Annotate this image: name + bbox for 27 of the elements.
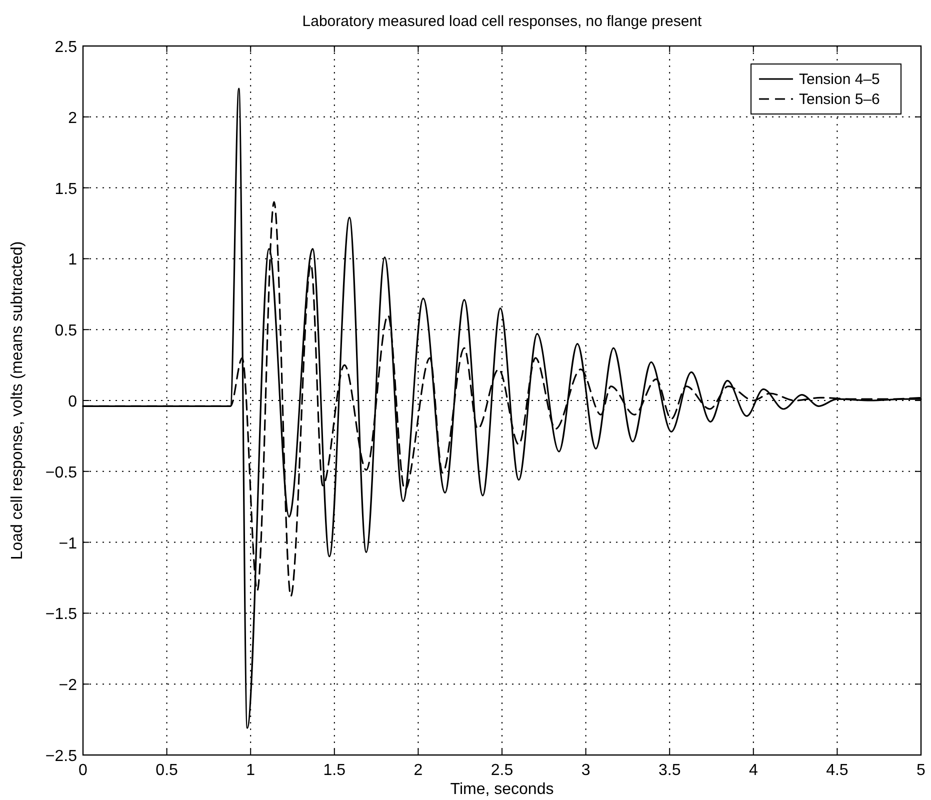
x-tick-label: 2: [414, 762, 423, 779]
y-tick-label: 1: [68, 252, 78, 269]
x-tick-label: 3: [581, 762, 590, 779]
x-tick-label: 3.5: [658, 762, 681, 779]
x-tick-label: 5: [916, 762, 926, 779]
y-tick-label: −0.5: [45, 464, 78, 482]
chart-title: Laboratory measured load cell responses, no flange present: [302, 13, 703, 30]
y-tick-label: 0.5: [54, 322, 78, 340]
x-tick-label: 1.5: [323, 762, 346, 779]
y-tick-label: 1.5: [54, 180, 78, 198]
legend-label: Tension 5–6: [799, 91, 880, 108]
y-tick-label: 2: [68, 110, 78, 127]
x-axis-title: Time, seconds: [450, 781, 554, 798]
x-tick-label: 0: [78, 762, 88, 779]
x-tick-label: 1: [246, 762, 256, 779]
y-tick-label: 2.5: [54, 39, 78, 56]
y-tick-label: −2: [58, 677, 78, 694]
x-tick-label: 0.5: [156, 762, 178, 779]
legend-label: Tension 4–5: [799, 71, 880, 88]
y-tick-label: −1: [58, 535, 78, 552]
y-tick-label: −2.5: [45, 748, 78, 765]
y-tick-label: 0: [68, 394, 78, 410]
x-tick-label: 2.5: [490, 762, 514, 779]
y-tick-label: −1.5: [45, 606, 78, 624]
x-tick-label: 4: [748, 762, 758, 779]
y-axis-title: Load cell response, volts (means subtracted): [9, 241, 26, 560]
x-tick-label: 4.5: [826, 762, 848, 779]
